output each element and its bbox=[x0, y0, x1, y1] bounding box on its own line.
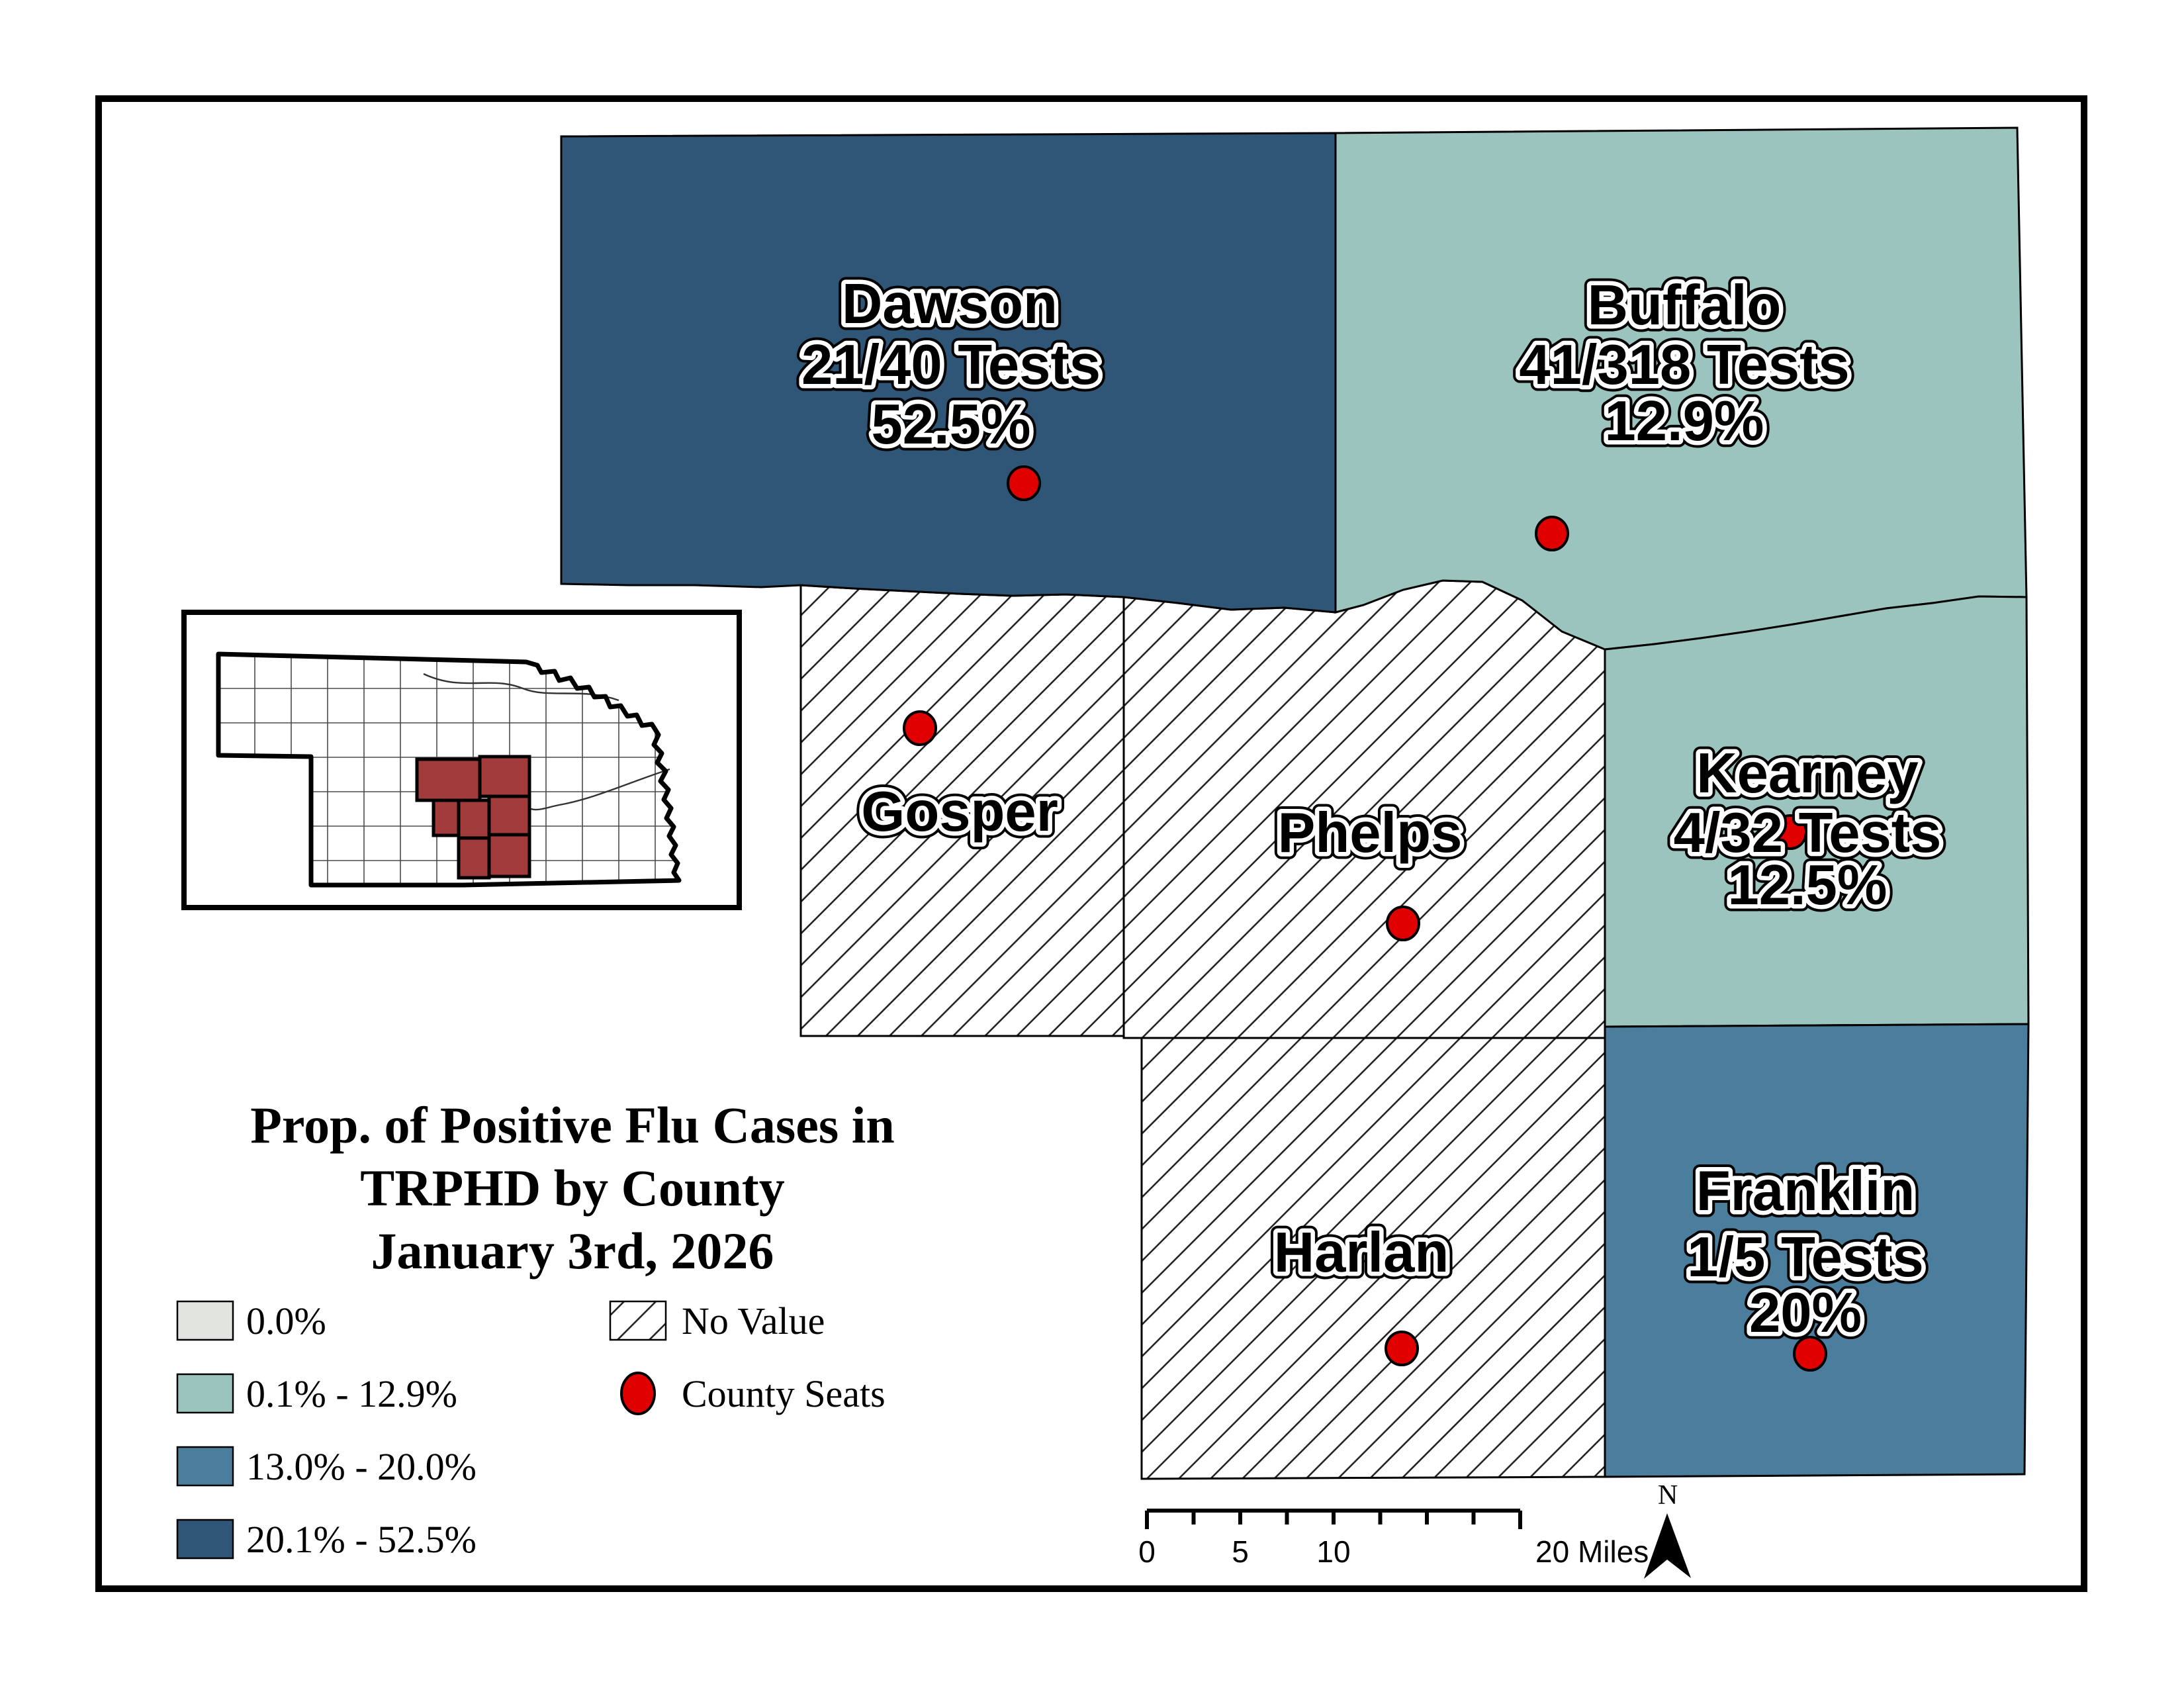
dawson-pct: 52.5% bbox=[871, 393, 1030, 456]
no-value-counties bbox=[799, 579, 1606, 1480]
kearney-tests: 4/32 Tests bbox=[1674, 802, 1942, 865]
county-seat-harlan bbox=[1385, 1331, 1419, 1366]
legend-label-2: 13.0% - 20.0% bbox=[246, 1445, 477, 1488]
franklin-label: Franklin bbox=[1696, 1160, 1915, 1223]
county-dawson bbox=[560, 132, 1337, 614]
scale-label-20-miles: 20 Miles bbox=[1535, 1534, 1649, 1569]
legend-label-1: 0.1% - 12.9% bbox=[246, 1372, 457, 1415]
inset-phelps bbox=[457, 798, 491, 840]
legend-swatch-3 bbox=[176, 1519, 234, 1560]
gosper-label-halo: Gosper bbox=[861, 780, 1058, 843]
gosper-label: Gosper bbox=[861, 780, 1058, 843]
buffalo-pct-halo: 12.9% bbox=[1604, 390, 1764, 453]
legend-swatch-0 bbox=[176, 1300, 234, 1341]
scale-bar bbox=[1145, 1509, 1522, 1529]
title-line-2: TRPHD by County bbox=[360, 1159, 784, 1217]
north-arrow-icon bbox=[1644, 1513, 1691, 1579]
buffalo-tests: 41/318 Tests bbox=[1519, 334, 1849, 397]
dawson-pct-halo: 52.5% bbox=[871, 393, 1030, 456]
legend-swatch-1 bbox=[176, 1373, 234, 1414]
franklin-pct: 20% bbox=[1749, 1282, 1862, 1344]
nebraska-inset-map bbox=[181, 610, 742, 910]
inset-harlan bbox=[457, 836, 491, 880]
dawson-label: Dawson bbox=[842, 273, 1058, 336]
legend-label-no-value: No Value bbox=[682, 1299, 825, 1342]
north-arrow: N bbox=[1644, 1480, 1691, 1579]
scale-bar-labels: 0 5 10 20 Miles bbox=[1138, 1534, 1649, 1569]
franklin-tests: 1/5 Tests bbox=[1687, 1226, 1924, 1289]
buffalo-pct: 12.9% bbox=[1604, 390, 1764, 453]
legend-label-0: 0.0% bbox=[246, 1299, 326, 1342]
county-seat-franklin bbox=[1793, 1336, 1827, 1372]
buffalo-label-halo: Buffalo bbox=[1588, 274, 1782, 337]
inset-river-platte bbox=[522, 768, 670, 811]
map-title: Prop. of Positive Flu Cases in TRPHD by … bbox=[250, 1096, 895, 1280]
county-seats bbox=[903, 465, 1827, 1372]
scale-label-5: 5 bbox=[1232, 1534, 1249, 1569]
phelps-label: Phelps bbox=[1278, 802, 1463, 865]
inset-state-outline bbox=[216, 651, 682, 888]
kearney-label-halo: Kearney bbox=[1696, 742, 1918, 805]
dawson-tests-halo: 21/40 Tests bbox=[801, 334, 1101, 397]
legend: 0.0% 0.1% - 12.9% 13.0% - 20.0% 20.1% - … bbox=[176, 1299, 886, 1561]
inset-buffalo bbox=[478, 755, 531, 798]
inset-franklin bbox=[487, 833, 531, 878]
legend-swatch-2 bbox=[176, 1446, 234, 1487]
title-line-3: January 3rd, 2026 bbox=[371, 1222, 774, 1280]
kearney-pct: 12.5% bbox=[1727, 854, 1887, 917]
legend-label-3: 20.1% - 52.5% bbox=[246, 1518, 477, 1561]
county-seat-gosper bbox=[903, 710, 937, 746]
phelps-label-halo: Phelps bbox=[1278, 802, 1463, 865]
legend-county-seat-symbol bbox=[620, 1372, 656, 1415]
title-line-1: Prop. of Positive Flu Cases in bbox=[250, 1096, 895, 1154]
county-franklin bbox=[1604, 1023, 2030, 1478]
scale-label-0: 0 bbox=[1138, 1534, 1156, 1569]
inset-gosper bbox=[432, 798, 461, 837]
harlan-label: Harlan bbox=[1274, 1221, 1449, 1284]
dawson-tests: 21/40 Tests bbox=[801, 334, 1101, 397]
north-arrow-n-label: N bbox=[1658, 1480, 1678, 1511]
inset-dawson bbox=[415, 757, 482, 802]
county-seat-kearney bbox=[1773, 814, 1807, 850]
kearney-label: Kearney bbox=[1696, 742, 1918, 805]
county-seat-dawson bbox=[1007, 465, 1041, 501]
franklin-label-halo: Franklin bbox=[1696, 1160, 1915, 1223]
inset-district-counties bbox=[415, 755, 531, 880]
buffalo-label: Buffalo bbox=[1588, 274, 1782, 337]
scale-label-10: 10 bbox=[1316, 1534, 1350, 1569]
dawson-label-halo: Dawson bbox=[842, 273, 1058, 336]
legend-swatch-no-value bbox=[609, 1300, 667, 1341]
county-seat-buffalo bbox=[1535, 516, 1569, 551]
kearney-tests-halo: 4/32 Tests bbox=[1674, 802, 1942, 865]
legend-label-county-seats: County Seats bbox=[682, 1372, 886, 1415]
buffalo-tests-halo: 41/318 Tests bbox=[1519, 334, 1849, 397]
kearney-pct-halo: 12.5% bbox=[1727, 854, 1887, 917]
county-labels: Dawson Dawson 21/40 Tests 21/40 Tests 52… bbox=[794, 266, 1948, 1352]
value-counties bbox=[560, 126, 2030, 1478]
harlan-label-halo: Harlan bbox=[1274, 1221, 1449, 1284]
franklin-tests-halo: 1/5 Tests bbox=[1687, 1226, 1924, 1289]
inset-kearney bbox=[487, 794, 531, 837]
inset-river-north bbox=[423, 673, 619, 702]
county-seat-phelps bbox=[1386, 906, 1420, 941]
